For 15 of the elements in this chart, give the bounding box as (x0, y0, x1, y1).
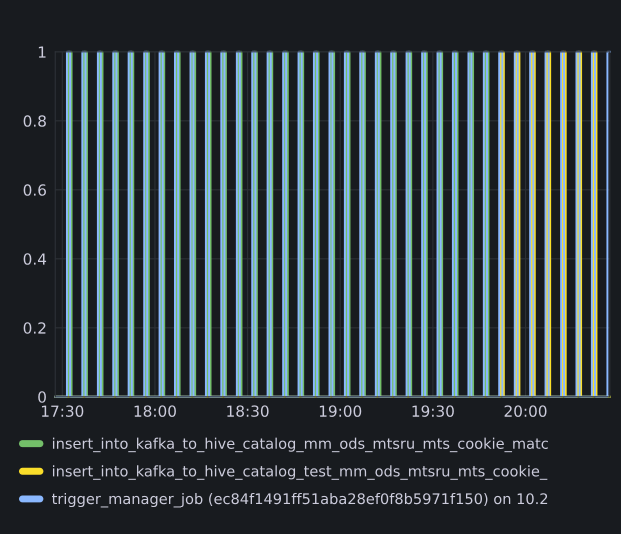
x-tick-label: 19:30 (412, 405, 454, 417)
legend-label: insert_into_kafka_to_hive_catalog_mm_ods_mtsru_mts_cookie_matc (52, 438, 548, 452)
x-tick-label: 18:00 (134, 405, 176, 417)
x-tick-label: 19:00 (320, 405, 362, 417)
y-tick-label: 0.4 (24, 253, 46, 265)
y-tick-label: 1 (38, 46, 46, 58)
y-tick-label: 0.2 (24, 322, 46, 334)
y-tick-label: 0.8 (24, 115, 46, 127)
legend-label: trigger_manager_job (ec84f1491ff51aba28ef0f8b5971f150) on 10.2 (52, 492, 548, 508)
legend-label: insert_into_kafka_to_hive_catalog_test_mm_ods_mtsru_mts_cookie_ (52, 465, 548, 480)
x-tick-label: 18:30 (227, 405, 269, 417)
y-tick-label: 0 (38, 391, 46, 403)
x-tick-label: 17:30 (42, 405, 84, 417)
x-tick-label: 20:00 (504, 405, 547, 417)
y-tick-label: 0.6 (24, 184, 46, 196)
